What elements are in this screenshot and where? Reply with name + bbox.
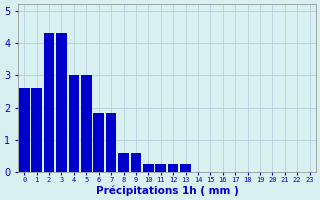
Bar — [93, 113, 104, 172]
Bar — [131, 153, 141, 172]
X-axis label: Précipitations 1h ( mm ): Précipitations 1h ( mm ) — [96, 185, 238, 196]
Bar — [68, 75, 79, 172]
Bar — [180, 164, 191, 172]
Bar — [156, 164, 166, 172]
Bar — [56, 33, 67, 172]
Bar — [81, 75, 92, 172]
Bar — [143, 164, 154, 172]
Bar — [106, 113, 116, 172]
Bar — [19, 88, 29, 172]
Bar — [44, 33, 54, 172]
Bar — [168, 164, 179, 172]
Bar — [31, 88, 42, 172]
Bar — [118, 153, 129, 172]
